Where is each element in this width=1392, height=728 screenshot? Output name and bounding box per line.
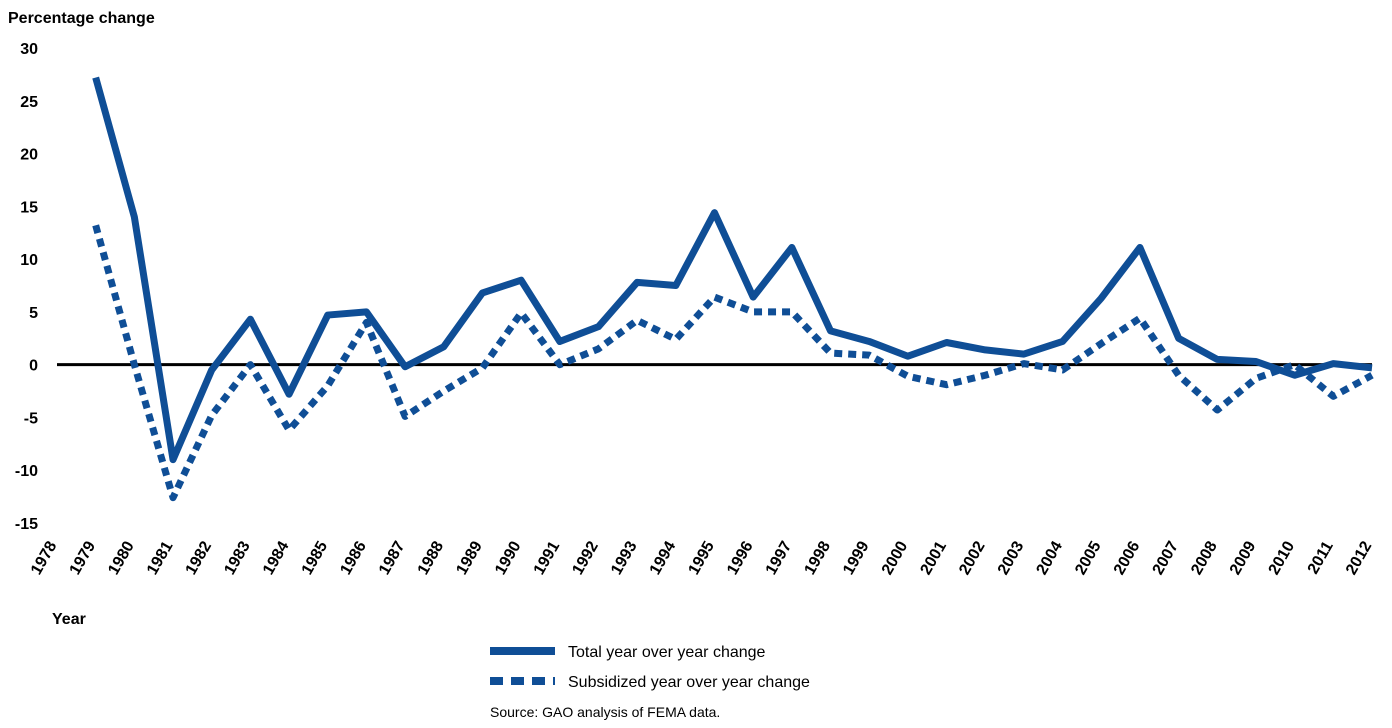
y-tick-label: 20: [20, 147, 38, 164]
y-tick-label: 10: [20, 252, 38, 269]
y-tick-label: -10: [15, 463, 38, 480]
legend-label: Total year over year change: [568, 644, 766, 661]
series-line: [92, 224, 1374, 502]
x-axis-label: Year: [52, 611, 86, 628]
y-tick-label: -5: [24, 410, 38, 427]
y-tick-label: 15: [20, 199, 38, 216]
y-tick-label: 30: [20, 41, 38, 58]
y-tick-label: -15: [15, 516, 38, 533]
source: Source: GAO analysis of FEMA data.: [490, 704, 720, 720]
series-line: [92, 76, 1373, 464]
y-tick-label: 0: [29, 358, 38, 375]
y-tick-label: 5: [29, 305, 38, 322]
legend-label: Subsidized year over year change: [568, 674, 810, 691]
y-tick-label: 25: [20, 94, 38, 111]
y-axis-label: Percentage change: [8, 10, 155, 27]
